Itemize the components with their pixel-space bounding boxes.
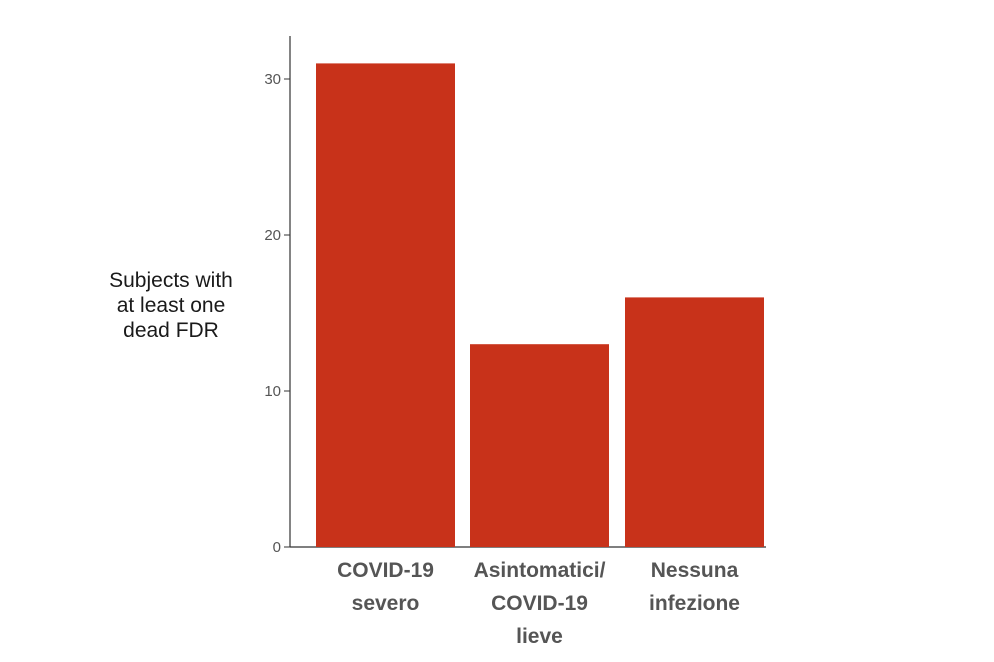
x-category-label-line: lieve <box>516 625 563 648</box>
x-category-label-line: COVID-19 <box>491 592 588 615</box>
x-category-label-line: COVID-19 <box>337 559 434 582</box>
x-category-label-line: infezione <box>649 592 740 615</box>
x-category-label: COVID-19 severo <box>337 559 434 615</box>
y-tick-label: 30 <box>264 71 281 88</box>
bar <box>470 344 609 547</box>
x-category-label-line: Nessuna <box>651 559 739 582</box>
x-axis-category-labels: COVID-19 severo Asintomatici/COVID-19 lieve… <box>337 559 740 648</box>
y-axis-label-line: at least one <box>117 294 226 317</box>
y-axis-label: Subjects with at least one dead FDR <box>109 269 233 342</box>
bars <box>316 63 764 548</box>
x-category-label: Asintomatici/COVID-19 lieve <box>474 559 606 648</box>
y-tick-label: 0 <box>273 539 281 556</box>
bar <box>625 297 764 547</box>
y-axis-label-line: dead FDR <box>123 319 219 342</box>
y-tick-label: 10 <box>264 383 281 400</box>
x-category-label-line: severo <box>352 592 420 615</box>
x-category-label: Nessuna infezione <box>649 559 740 615</box>
bar <box>316 63 455 548</box>
y-axis-label-text: Subjects with at least one dead FDR <box>109 269 233 342</box>
y-tick-label: 20 <box>264 227 281 244</box>
y-axis-label-line: Subjects with <box>109 269 233 292</box>
x-category-label-line: Asintomatici/ <box>474 559 606 582</box>
